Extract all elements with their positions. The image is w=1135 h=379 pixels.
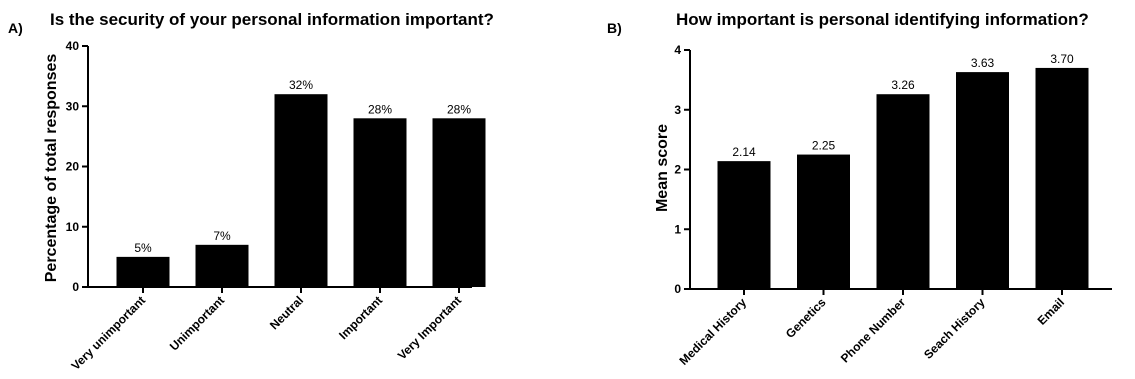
- panel-b-plot: 0 1 2 3 4 2.14 Medical History 2.25 Genetics 3.26…: [674, 43, 1112, 368]
- panel-a-data-label: 7%: [213, 229, 231, 243]
- panel-b-y-axis-label: Mean score: [654, 124, 671, 212]
- panel-b-category-label: Medical History: [676, 295, 749, 368]
- panel-a-data-label: 28%: [447, 102, 471, 116]
- panel-b-y-tick-label: 0: [674, 282, 681, 296]
- panel-b-y-tick-label: 4: [674, 43, 681, 57]
- panel-a-category-label: Neutral: [267, 293, 306, 332]
- panel-b-y-tick-label: 1: [674, 222, 681, 236]
- panel-a-label: A): [8, 20, 23, 36]
- panel-b-bar: [1035, 67, 1089, 289]
- panel-a-y-tick-label: 0: [72, 280, 79, 294]
- panel-b-category-label: Seach History: [921, 295, 988, 362]
- panel-b-bar: [956, 72, 1009, 289]
- panel-b-bar: [717, 161, 771, 289]
- panel-b-category-label: Genetics: [783, 295, 829, 341]
- panel-a-category-label: Very Important: [395, 293, 464, 362]
- panel-b-title: How important is personal identifying in…: [676, 10, 1089, 29]
- panel-a-bar: [432, 118, 486, 287]
- panel-a-y-tick-label: 10: [66, 220, 80, 234]
- panel-a-bar: [195, 244, 249, 287]
- panel-b-data-label: 3.26: [891, 78, 915, 92]
- panel-a-data-label: 5%: [134, 241, 152, 255]
- panel-a-category-label: Very unimportant: [68, 293, 148, 373]
- panel-a-plot: 0 10 20 30 40 5% Very unimportant 7% Unimportant…: [66, 39, 486, 373]
- panel-b-data-label: 3.70: [1050, 52, 1074, 66]
- panel-a-y-tick-label: 30: [66, 99, 80, 113]
- panel-a-title: Is the security of your personal informa…: [50, 10, 494, 29]
- panel-a-bar: [116, 256, 170, 287]
- panel-b-y-tick-label: 3: [674, 103, 681, 117]
- panel-b-category-label: Email: [1035, 295, 1068, 328]
- panel-b-y-tick-label: 2: [674, 163, 681, 177]
- panel-b-category-label: Phone Number: [838, 295, 908, 365]
- panel-a-data-label: 32%: [289, 78, 313, 92]
- panel-a-y-tick-label: 20: [66, 160, 80, 174]
- panel-a-y-axis-label: Percentage of total responses: [43, 54, 60, 283]
- panel-a-category-label: Important: [336, 293, 385, 342]
- panel-a-y-tick-label: 40: [66, 39, 80, 53]
- panel-b-bar: [876, 94, 930, 289]
- panel-a-data-label: 28%: [368, 102, 392, 116]
- panel-a-bar: [353, 118, 407, 287]
- panel-b-bar: [797, 154, 850, 289]
- panel-b-label: B): [607, 20, 622, 36]
- panel-b-data-label: 2.14: [732, 145, 756, 159]
- panel-a-category-label: Unimportant: [167, 293, 227, 353]
- panel-a-bar: [274, 94, 328, 287]
- panel-b-data-label: 2.25: [812, 139, 836, 153]
- panel-b-data-label: 3.63: [971, 56, 995, 70]
